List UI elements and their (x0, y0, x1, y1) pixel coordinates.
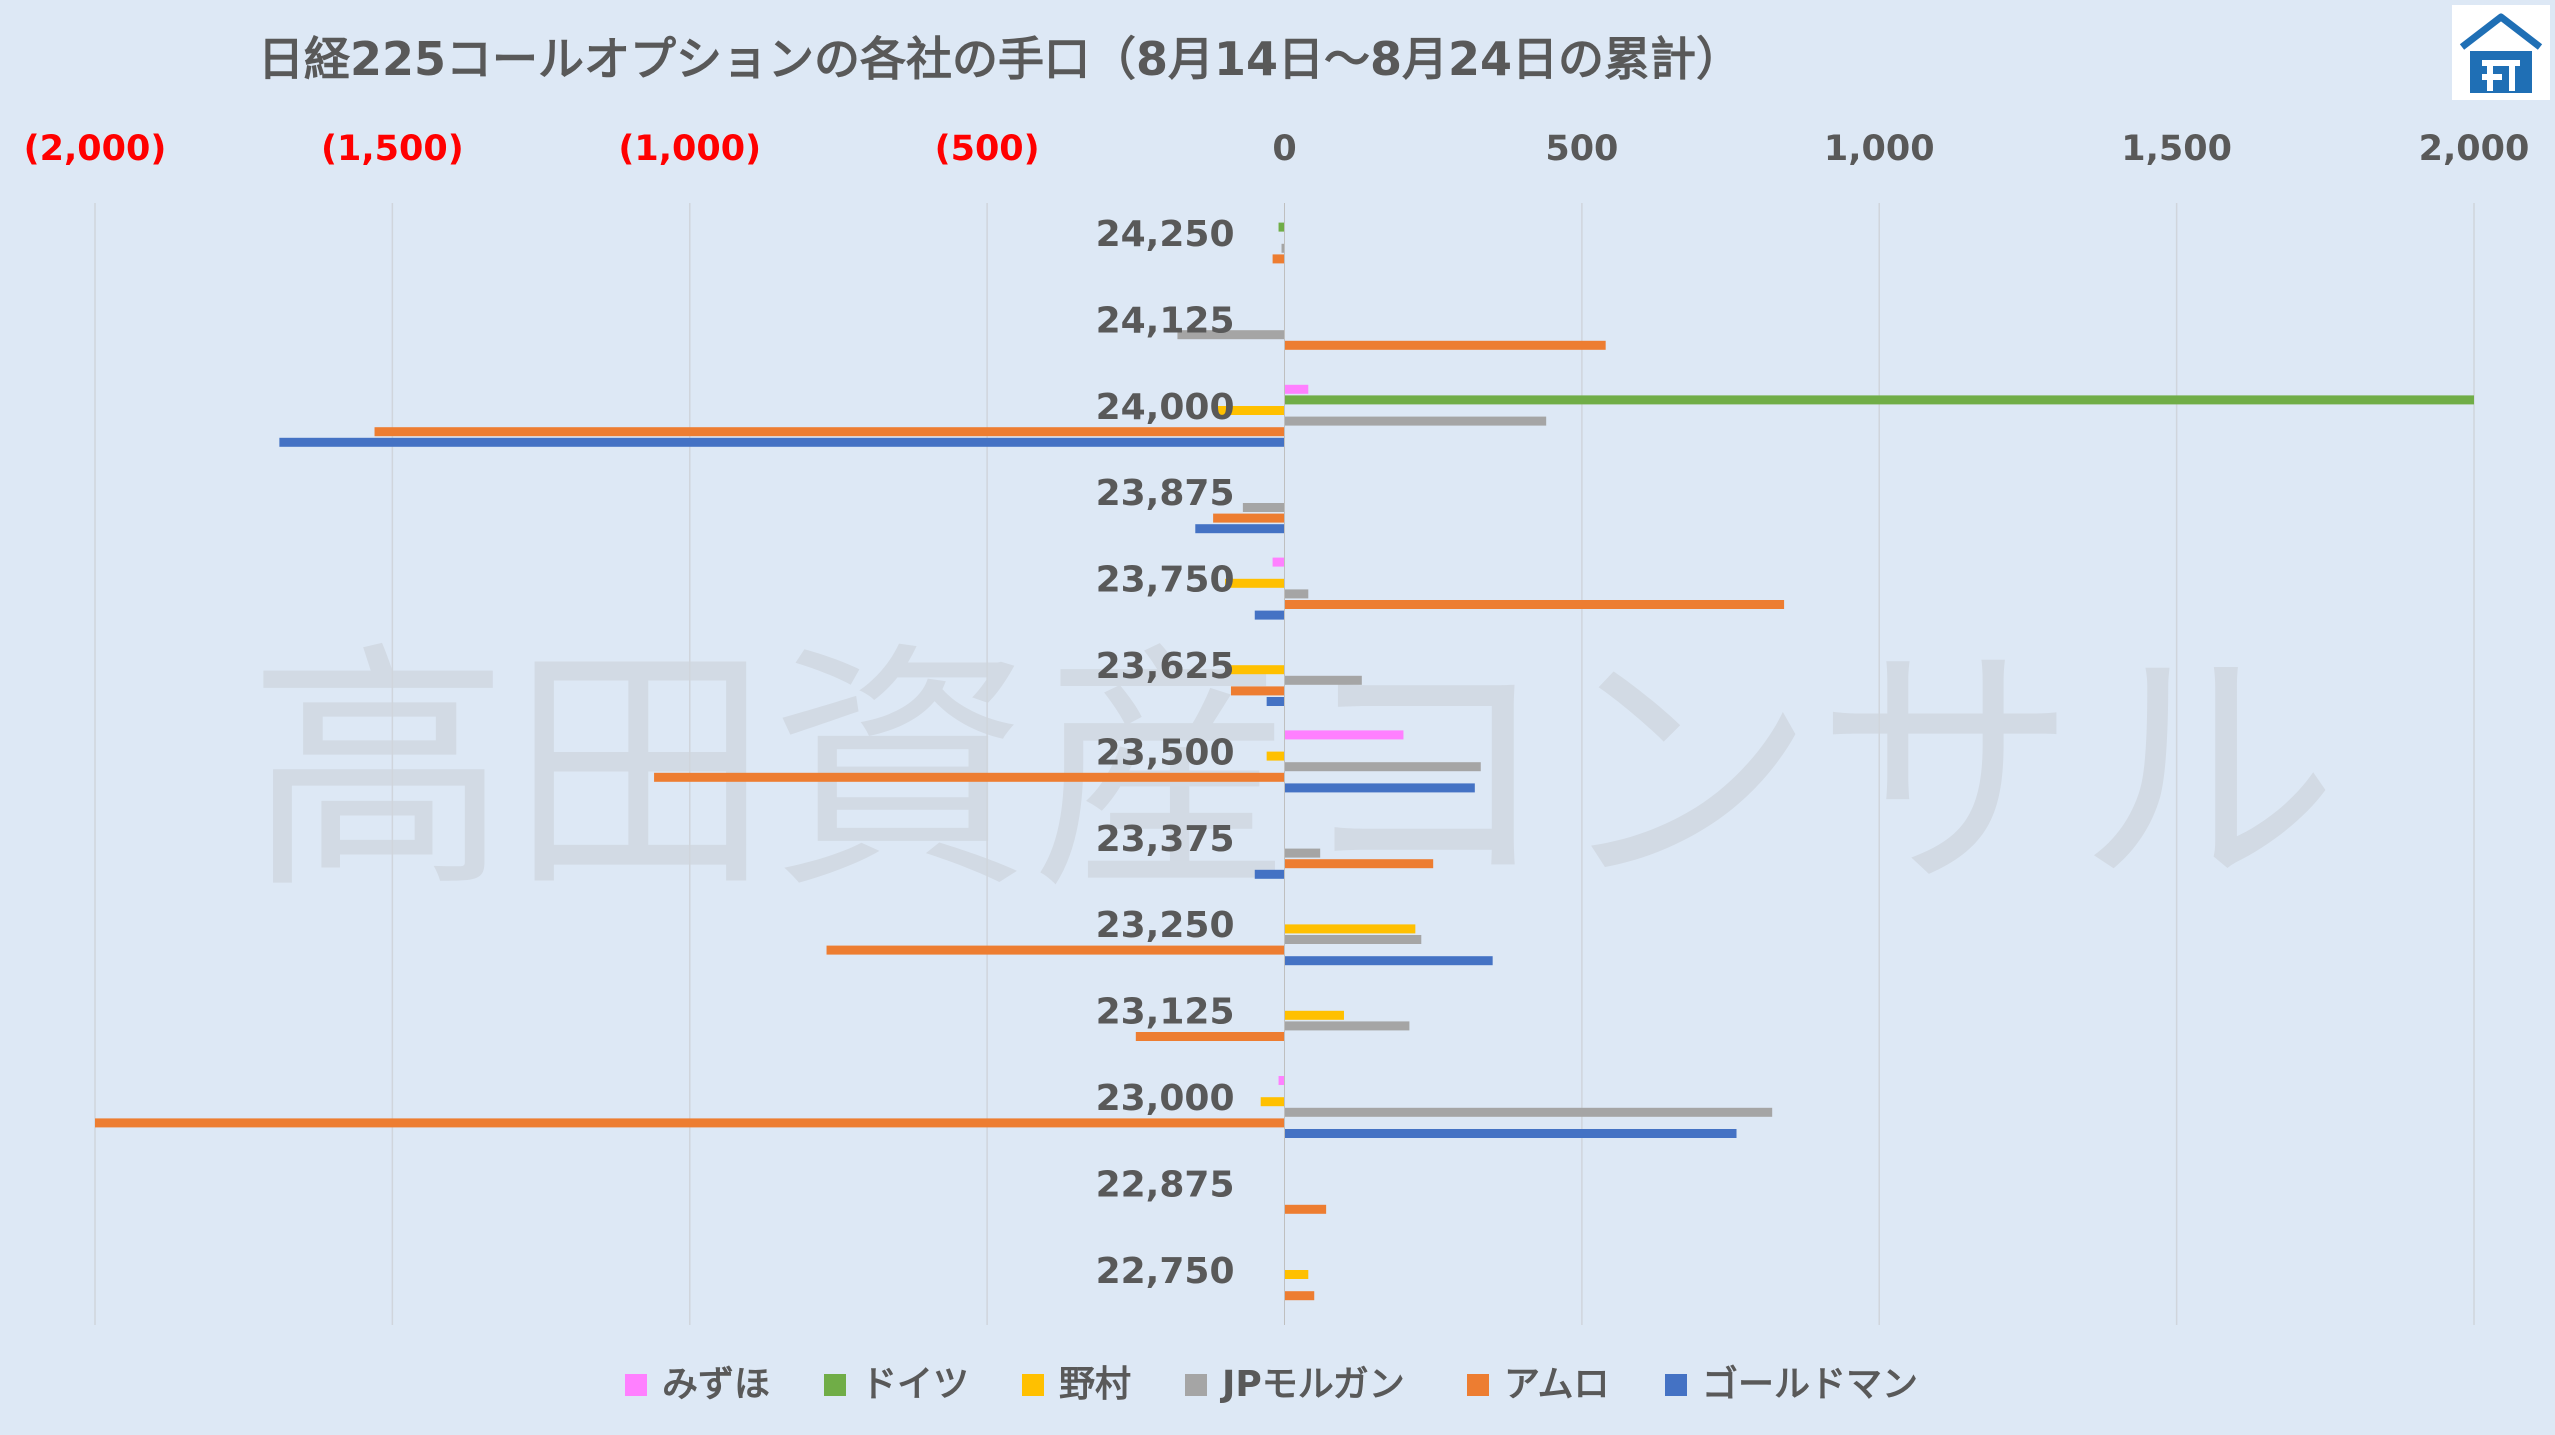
bar (1284, 1021, 1410, 1031)
bar (1272, 557, 1285, 567)
bar (654, 772, 1285, 782)
y-axis-ticks: 24,250 24,125 24,000 23,875 23,750 23,625 23,5… (1096, 214, 1235, 1292)
y-tick-label: 23,625 (1096, 646, 1235, 687)
bar (1242, 503, 1285, 512)
legend-swatch (824, 1374, 846, 1396)
bar (1284, 730, 1404, 740)
legend-swatch (625, 1374, 647, 1396)
y-tick-label: 24,125 (1096, 300, 1235, 341)
bar (1284, 1270, 1309, 1279)
bar (1284, 1107, 1773, 1117)
x-tick-label: 2,000 (2419, 129, 2530, 169)
bar (1266, 697, 1285, 706)
bar (1284, 675, 1362, 685)
legend-swatch (1467, 1374, 1489, 1396)
y-tick-label: 22,875 (1096, 1164, 1235, 1205)
bar (279, 437, 1285, 447)
bar (95, 1118, 1285, 1128)
bar (1230, 686, 1285, 696)
logo-base-icon (2470, 51, 2532, 93)
legend-label: ゴールドマン (1702, 1363, 1918, 1405)
bar (826, 945, 1285, 955)
bar (1284, 848, 1321, 858)
bar (1254, 610, 1285, 620)
bar (1284, 1010, 1344, 1020)
y-tick-label: 23,250 (1096, 905, 1235, 946)
x-tick-label: (1,000) (618, 129, 761, 169)
bar (1260, 1097, 1285, 1107)
chart-title: 日経225コールオプションの各社の手口（8月14日～8月24日の累計） (258, 32, 1742, 86)
bar (1225, 578, 1285, 588)
y-tick-label: 23,000 (1096, 1078, 1235, 1119)
y-tick-label: 23,875 (1096, 473, 1235, 514)
bar (1284, 783, 1475, 793)
x-tick-label: 0 (1272, 129, 1296, 169)
bar (1284, 935, 1422, 944)
bar (1135, 1032, 1285, 1041)
logo-pillars-icon (2482, 60, 2520, 91)
bar (1177, 330, 1285, 340)
bar (1281, 243, 1285, 253)
bar (1225, 665, 1285, 675)
y-tick-label: 23,125 (1096, 992, 1235, 1033)
bar (1284, 589, 1309, 599)
watermark: 高田資産コンサル (248, 622, 2338, 924)
logo (2452, 5, 2550, 100)
x-tick-label: 500 (1545, 129, 1618, 169)
y-tick-label: 23,375 (1096, 819, 1235, 860)
bar (1213, 513, 1285, 523)
x-axis-ticks: (2,000) (1,500) (1,000) (500) 0 500 1,000 1,500… (24, 129, 2530, 169)
y-tick-label: 23,750 (1096, 560, 1235, 601)
bar (1278, 222, 1285, 232)
legend-label: JPモルガン (1219, 1364, 1405, 1405)
legend-swatch (1665, 1374, 1687, 1396)
x-tick-label: (500) (935, 129, 1040, 169)
bar (1284, 1291, 1315, 1301)
y-tick-label: 24,000 (1096, 387, 1235, 428)
legend-label: ドイツ (861, 1364, 969, 1405)
bar (374, 427, 1285, 437)
bar (1284, 924, 1416, 934)
bar (1272, 254, 1285, 264)
x-tick-label: (2,000) (24, 129, 167, 169)
legend-swatch (1185, 1374, 1207, 1396)
y-tick-label: 23,500 (1096, 732, 1235, 773)
bar (1284, 384, 1309, 394)
bar (1284, 395, 2474, 405)
bar (1284, 859, 1434, 869)
bar (1284, 340, 1606, 350)
bar (1284, 762, 1481, 772)
logo-roof-icon (2459, 13, 2543, 50)
legend-label: アムロ (1504, 1364, 1609, 1405)
bar (1278, 1076, 1285, 1085)
x-tick-label: 1,500 (2121, 129, 2232, 169)
bar (1195, 524, 1285, 534)
bar (1213, 406, 1285, 415)
y-tick-label: 24,250 (1096, 214, 1235, 255)
y-tick-label: 22,750 (1096, 1251, 1235, 1292)
legend-swatch (1022, 1374, 1044, 1396)
x-tick-label: 1,000 (1824, 129, 1935, 169)
bar (1284, 1204, 1327, 1214)
legend-label: 野村 (1059, 1364, 1131, 1405)
bar (1284, 1129, 1737, 1138)
bar (1284, 600, 1785, 609)
bar (1284, 416, 1547, 426)
bar (1254, 869, 1285, 879)
legend-label: みずほ (662, 1364, 770, 1405)
bars (95, 222, 2474, 1301)
bar (1266, 751, 1285, 761)
x-tick-label: (1,500) (321, 129, 464, 169)
legend: みずほ ドイツ 野村 JPモルガン アムロ ゴールドマン (625, 1363, 1918, 1405)
bar (1284, 956, 1493, 966)
